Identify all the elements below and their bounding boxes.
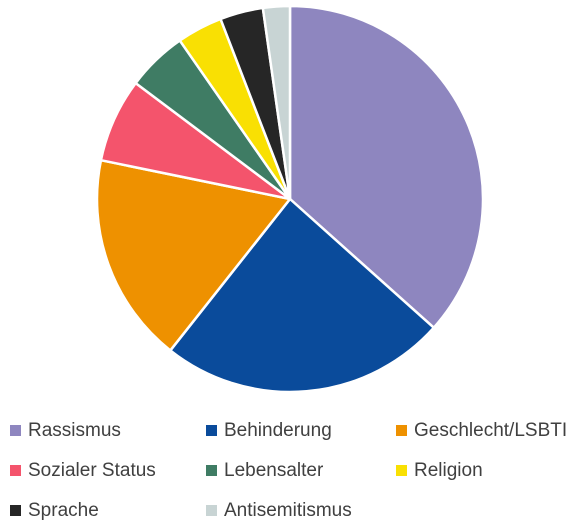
legend-item-lebensalter: Lebensalter <box>206 460 324 481</box>
legend-swatch-antisemitismus <box>206 505 217 516</box>
legend-swatch-behinderung <box>206 425 217 436</box>
legend-label-geschlecht-lsbti: Geschlecht/LSBTI <box>414 420 567 441</box>
legend-swatch-rassismus <box>10 425 21 436</box>
legend-label-sozialer-status: Sozialer Status <box>28 460 156 481</box>
legend-swatch-lebensalter <box>206 465 217 476</box>
legend-item-behinderung: Behinderung <box>206 420 332 441</box>
legend-swatch-religion <box>396 465 407 476</box>
pie-slices <box>95 4 485 394</box>
pie-slice-behinderung <box>169 197 436 394</box>
legend-item-religion: Religion <box>396 460 483 481</box>
legend-label-rassismus: Rassismus <box>28 420 121 441</box>
legend-item-sozialer-status: Sozialer Status <box>10 460 156 481</box>
legend: Rassismus Behinderung Geschlecht/LSBTI Sozi… <box>10 420 567 521</box>
legend-swatch-geschlecht-lsbti <box>396 425 407 436</box>
legend-label-religion: Religion <box>414 460 483 481</box>
pie-slice-rassismus <box>288 4 485 329</box>
legend-item-sprache: Sprache <box>10 500 99 521</box>
legend-label-sprache: Sprache <box>28 500 99 521</box>
pie-slice-antisemitismus <box>261 4 292 201</box>
legend-item-antisemitismus: Antisemitismus <box>206 500 352 521</box>
legend-swatch-sozialer-status <box>10 465 21 476</box>
legend-label-lebensalter: Lebensalter <box>224 460 324 481</box>
pie-slice-geschlecht-lsbti <box>95 158 292 352</box>
legend-item-rassismus: Rassismus <box>10 420 121 441</box>
legend-label-antisemitismus: Antisemitismus <box>224 500 352 521</box>
legend-swatch-sprache <box>10 505 21 516</box>
legend-item-geschlecht-lsbti: Geschlecht/LSBTI <box>396 420 567 441</box>
legend-label-behinderung: Behinderung <box>224 420 332 441</box>
